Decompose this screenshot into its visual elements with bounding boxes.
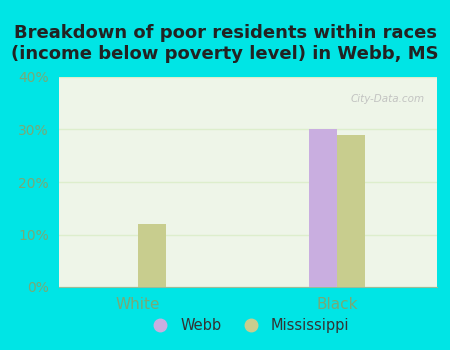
Text: Breakdown of poor residents within races
(income below poverty level) in Webb, M: Breakdown of poor residents within races…: [11, 25, 439, 63]
Text: City-Data.com: City-Data.com: [351, 94, 425, 104]
Bar: [138, 224, 166, 287]
Bar: [337, 135, 365, 287]
Legend: Webb, Mississippi: Webb, Mississippi: [140, 312, 356, 338]
Bar: [309, 130, 337, 287]
